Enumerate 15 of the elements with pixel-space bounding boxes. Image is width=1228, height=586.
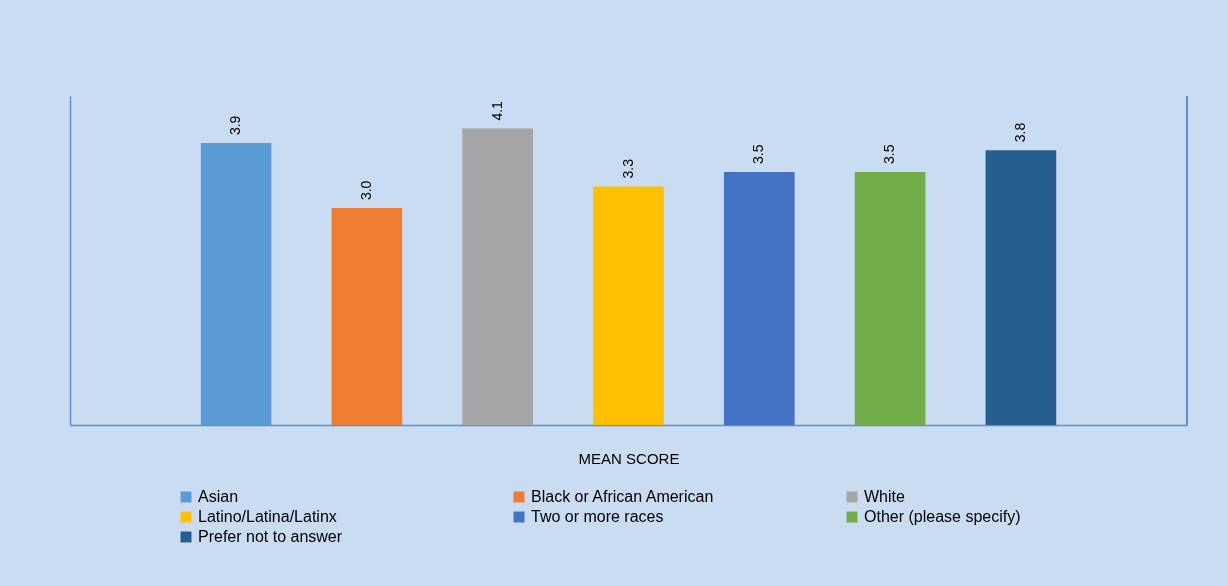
data-label: 3.5 (750, 144, 767, 164)
data-label: 4.1 (488, 100, 505, 121)
legend-label: White (864, 488, 905, 505)
legend-label: Prefer not to answer (198, 528, 343, 545)
data-label: 3.5 (881, 144, 898, 164)
legend-label: Latino/Latina/Latinx (198, 508, 337, 525)
legend-label: Two or more races (531, 508, 664, 525)
data-label: 3.9 (227, 115, 244, 136)
x-axis-title: MEAN SCORE (578, 449, 680, 467)
data-label: 3.8 (1011, 122, 1028, 143)
data-label: 3.3 (619, 158, 636, 179)
data-label: 3.0 (357, 180, 374, 201)
legend-label: Other (please specify) (864, 508, 1021, 525)
legend-label: Black or African American (531, 488, 714, 505)
legend-label: Asian (198, 488, 239, 505)
